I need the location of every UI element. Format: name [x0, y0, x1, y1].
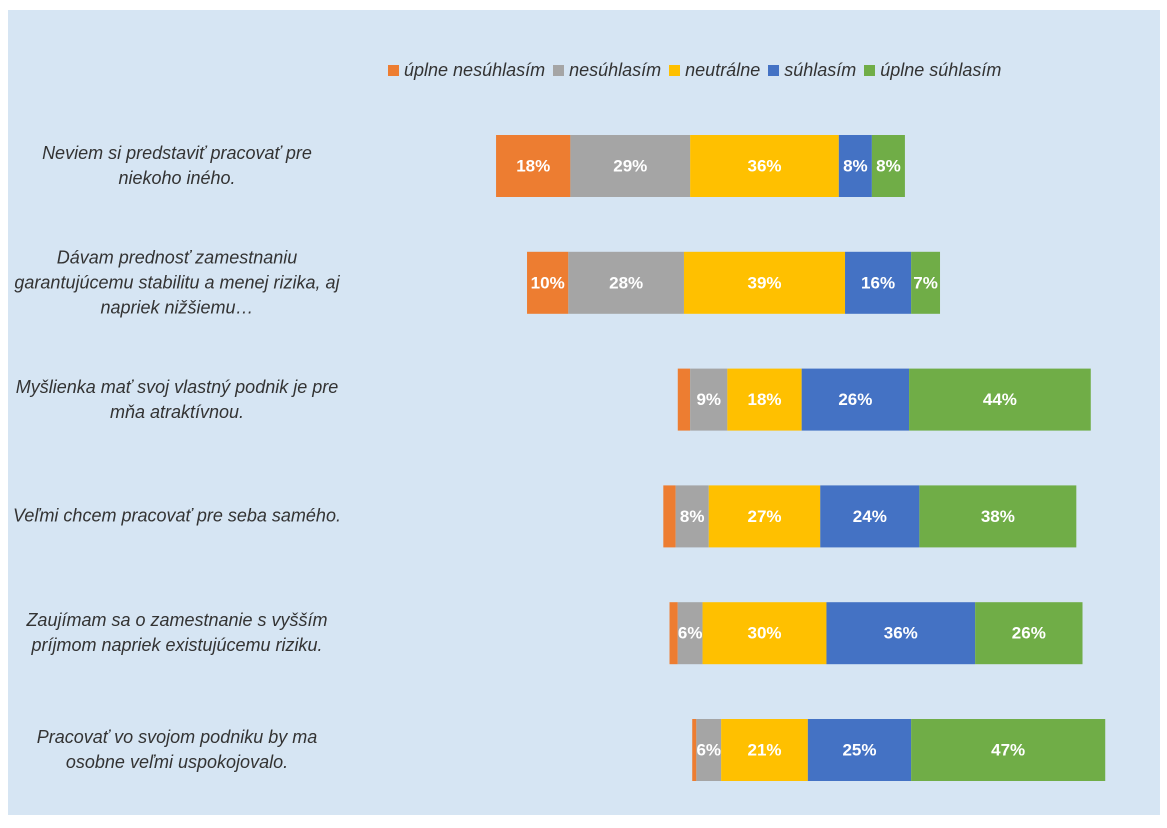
data-label: 24%: [853, 507, 887, 526]
bar-segment: [663, 485, 676, 548]
bar-segment: [911, 251, 941, 314]
legend-label: neutrálne: [685, 60, 761, 80]
bar-segment: [527, 251, 569, 314]
data-label: 26%: [1012, 624, 1046, 643]
bar-segment: [727, 368, 802, 431]
legend-label: nesúhlasím: [569, 60, 662, 80]
data-label: 28%: [609, 273, 643, 292]
bar-segment: [702, 602, 827, 665]
bar-segment: [801, 368, 910, 431]
legend-item: súhlasím: [768, 60, 856, 81]
data-label: 7%: [913, 273, 938, 292]
bar-segment: [683, 251, 846, 314]
data-label: 16%: [861, 273, 895, 292]
data-label: 26%: [838, 390, 872, 409]
bar-segment: [911, 719, 1106, 781]
data-label: 18%: [516, 156, 550, 175]
legend-item: úplne nesúhlasím: [388, 60, 545, 81]
legend-label: súhlasím: [784, 60, 857, 80]
legend-swatch: [864, 65, 876, 76]
data-label: 8%: [680, 507, 705, 526]
bar-segment: [838, 135, 872, 197]
data-label: 9%: [696, 390, 721, 409]
data-label: 36%: [747, 156, 781, 175]
legend-label: úplne nesúhlasím: [404, 60, 546, 80]
data-label: 38%: [981, 507, 1015, 526]
bar-segment: [807, 719, 912, 781]
bar-segment: [692, 719, 697, 781]
bar-segment: [568, 251, 684, 314]
bar-segment: [820, 485, 920, 548]
legend-swatch: [669, 65, 681, 76]
legend-label: úplne súhlasím: [880, 60, 1002, 80]
legend-swatch: [553, 65, 565, 76]
category-label: Zaujímam sa o zamestnanie s vyšším príjm…: [26, 610, 328, 656]
bar-segment: [690, 368, 728, 431]
bar-segment: [496, 135, 571, 197]
bar-segment: [696, 719, 722, 781]
data-label: 6%: [696, 740, 721, 759]
legend: úplne nesúhlasím nesúhlasím neutrálne súhla…: [388, 60, 1001, 81]
bar-segment: [871, 135, 905, 197]
data-label: 30%: [747, 624, 781, 643]
category-label: Myšlienka mať svoj vlastný podnik je pre…: [15, 376, 339, 422]
data-label: 10%: [531, 273, 565, 292]
category-label: Veľmi chcem pracovať pre seba samého.: [13, 505, 341, 526]
legend-swatch: [388, 65, 399, 76]
bar-segment: [919, 485, 1077, 548]
bar-segment: [721, 719, 808, 781]
bar-segment: [708, 485, 821, 548]
data-label: 39%: [747, 273, 781, 292]
legend-item: nesúhlasím: [553, 60, 661, 81]
data-label: 8%: [843, 156, 868, 175]
legend-item: neutrálne: [669, 60, 760, 81]
data-label: 44%: [983, 390, 1017, 409]
data-label: 27%: [747, 507, 781, 526]
bar-segment: [675, 485, 709, 548]
data-label: 25%: [842, 740, 876, 759]
bar-segment: [826, 602, 976, 665]
data-label: 6%: [678, 624, 703, 643]
bar-segment: [975, 602, 1083, 665]
data-label: 36%: [884, 624, 918, 643]
data-label: 21%: [747, 740, 781, 759]
bar-segment: [669, 602, 678, 665]
data-label: 8%: [876, 156, 901, 175]
bar-segment: [690, 135, 839, 197]
bar-segment: [570, 135, 691, 197]
data-label: 47%: [991, 740, 1025, 759]
category-label: Neviem si predstaviť pracovať pre niekoh…: [42, 143, 312, 188]
category-label: Pracovať vo svojom podniku by ma osobne …: [36, 727, 318, 772]
bar-segment: [677, 368, 691, 431]
bar-segment: [677, 602, 703, 665]
legend-swatch: [768, 65, 780, 76]
data-label: 18%: [747, 390, 781, 409]
data-label: 29%: [613, 156, 647, 175]
category-label: Dávam prednosť zamestnaniu garantujúcemu…: [14, 247, 340, 318]
bar-segment: [909, 368, 1091, 431]
bar-segment: [845, 251, 912, 314]
legend-item: úplne súhlasím: [864, 60, 1001, 81]
